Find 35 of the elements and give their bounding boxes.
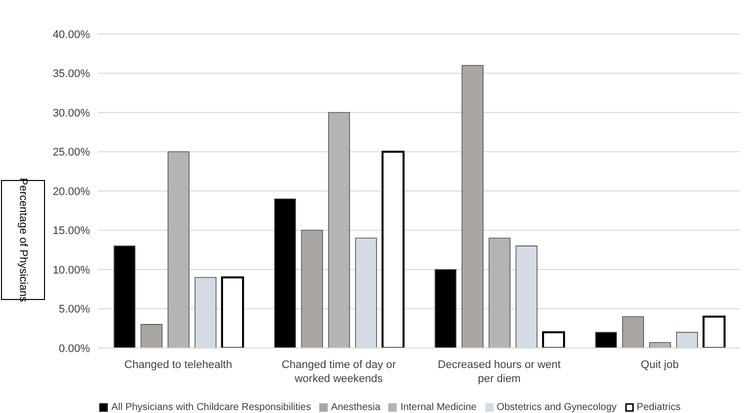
legend-label: Obstetrics and Gynecology [496, 402, 617, 413]
bar [462, 65, 484, 348]
x-tick-label: Decreased hours or went per diem [438, 359, 561, 385]
legend-label: Anesthesia [330, 402, 380, 413]
legend-label: Pediatrics [636, 402, 681, 413]
bar [702, 316, 726, 348]
y-tick-label: 10.00% [52, 264, 90, 276]
bar [382, 150, 405, 348]
bar [301, 230, 323, 348]
bar [140, 324, 162, 348]
bar [542, 331, 566, 348]
y-tick-label: 0.00% [58, 342, 90, 355]
y-tick-label: 25.00% [52, 146, 90, 159]
bar [488, 238, 510, 348]
x-tick-label: Changed time of day or worked weekends [282, 359, 396, 385]
y-tick-label: 40.00% [52, 28, 90, 41]
bar [221, 276, 244, 348]
y-tick-label: 30.00% [52, 107, 90, 120]
bar [328, 112, 350, 348]
x-tick-label: Changed to telehealth [124, 359, 232, 371]
x-tick-label: Quit job [640, 359, 679, 371]
y-tick-label: 5.00% [58, 304, 90, 316]
bar [114, 246, 136, 348]
legend-label: All Physicians with Childcare Responsibilities [111, 402, 311, 413]
y-tick-label: 15.00% [52, 225, 90, 238]
legend-label: Internal Medicine [400, 402, 477, 413]
bar [434, 269, 456, 348]
bar [622, 316, 644, 348]
y-axis-title: Percentage of Physicians [17, 178, 30, 302]
y-tick-label: 20.00% [52, 186, 90, 198]
y-tick-label: 35.00% [52, 68, 90, 80]
bar [168, 151, 190, 348]
bar [649, 342, 671, 348]
bar [595, 332, 617, 348]
bar [274, 198, 296, 348]
